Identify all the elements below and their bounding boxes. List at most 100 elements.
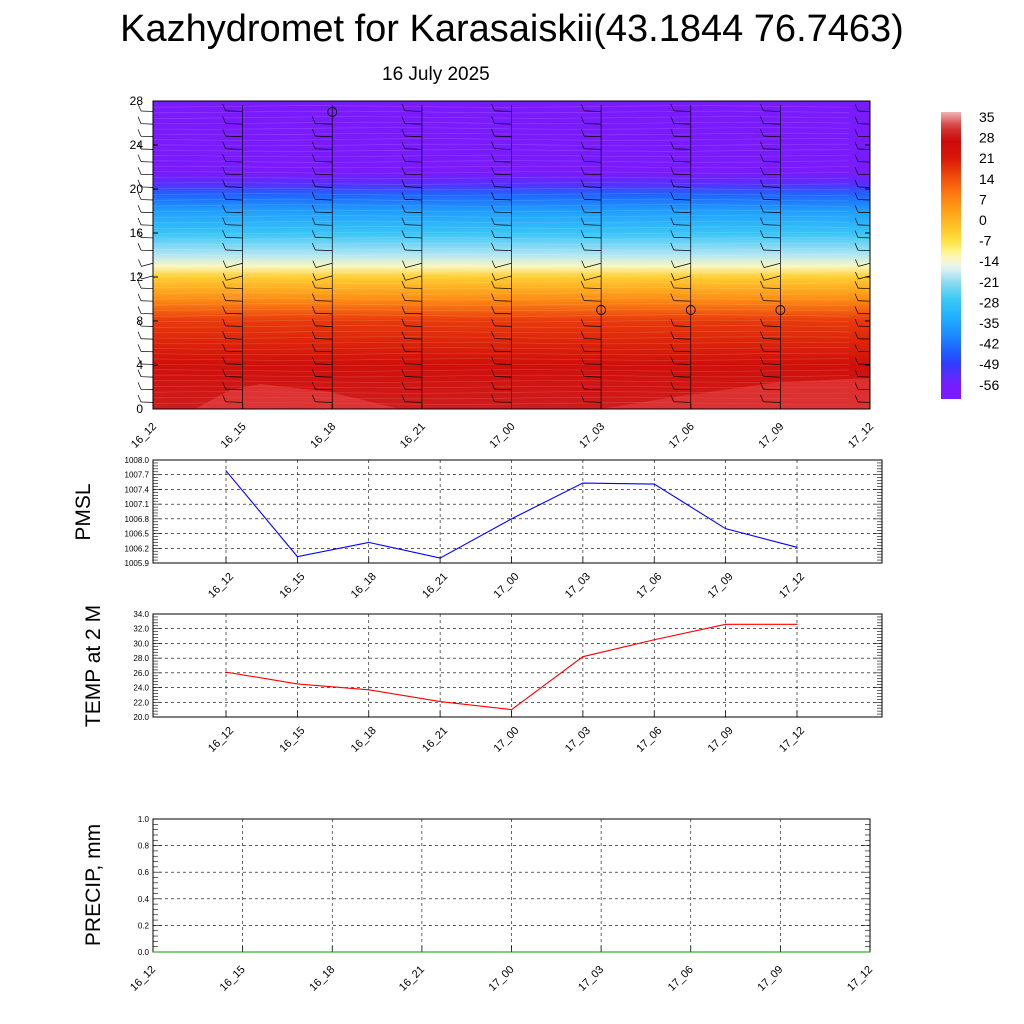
wind-barb-feather — [312, 260, 317, 268]
wind-barb — [225, 186, 243, 188]
data-point — [242, 951, 244, 953]
wind-barb-feather — [670, 293, 675, 301]
wind-barb — [494, 161, 512, 163]
wind-barbs — [137, 103, 871, 409]
wind-barb — [315, 287, 333, 289]
wind-barb — [584, 211, 602, 213]
wind-barb-feather — [137, 230, 142, 238]
wind-barb — [494, 401, 512, 403]
y-tick-label: 1006.5 — [125, 530, 150, 539]
wind-barb-feather — [854, 369, 859, 377]
wind-barb-feather — [311, 369, 316, 377]
wind-barb-feather — [580, 356, 585, 364]
data-point — [582, 656, 584, 658]
wind-barb — [404, 237, 422, 239]
x-tick-label: 17_00 — [488, 421, 518, 451]
wind-barb — [763, 148, 781, 150]
wind-barb-feather — [580, 344, 585, 352]
wind-barb-feather — [222, 230, 226, 238]
y-tick-label: 12 — [130, 270, 144, 284]
wind-barb-feather — [401, 116, 406, 124]
wind-barb — [404, 401, 422, 403]
wind-barb — [315, 363, 333, 365]
contour-line — [152, 154, 850, 158]
data-point — [421, 951, 423, 953]
wind-barb-feather — [311, 204, 316, 213]
wind-barb — [584, 110, 602, 112]
colorbar-label: 0 — [979, 212, 987, 228]
wind-barb-feather — [311, 217, 316, 225]
wind-barb — [673, 376, 691, 378]
wind-barb — [673, 237, 691, 239]
cross-section-panel: 0 4 8 12 16 20 24 28 16_12 16_15 16_18 16_21 17_00 17… — [129, 94, 876, 451]
contour-line — [152, 160, 850, 163]
wind-barb — [674, 275, 691, 281]
wind-barb — [494, 363, 512, 365]
wind-barb — [225, 173, 243, 176]
colorbar-label: -49 — [979, 356, 999, 372]
wind-barb-feather — [760, 273, 765, 281]
wind-barb-feather — [670, 230, 675, 238]
wind-barb-feather — [760, 331, 764, 339]
wind-barb — [584, 401, 602, 403]
wind-barb — [763, 123, 781, 125]
wind-barb — [315, 186, 333, 188]
wind-barb — [225, 110, 243, 112]
y-tick-label: 1006.2 — [125, 544, 150, 553]
x-tick-label: 17_03 — [563, 571, 593, 601]
wind-barb — [494, 173, 512, 176]
wind-barb-feather — [401, 369, 406, 377]
wind-barb-feather — [491, 103, 495, 111]
wind-barb-feather — [580, 129, 585, 137]
calm-circle — [775, 305, 786, 315]
contour-line — [152, 182, 850, 185]
wind-barb-feather — [760, 382, 764, 390]
x-tick-label: 16_18 — [308, 421, 338, 451]
wind-barb-feather — [580, 166, 585, 175]
wind-barb — [315, 148, 333, 150]
wind-barb — [494, 338, 512, 340]
wind-barb-feather — [581, 260, 586, 268]
y-tick-label: 0.4 — [138, 895, 150, 904]
x-tick-label: 16_12 — [206, 725, 236, 755]
wind-barb-feather — [311, 394, 316, 402]
wind-barb-feather — [580, 217, 585, 225]
wind-barb-feather — [401, 141, 406, 149]
wind-barb — [494, 148, 512, 150]
y-axis-title: TEMP at 2 M — [82, 605, 105, 727]
chart-subtitle: 16 July 2025 — [382, 64, 490, 85]
contour-line — [152, 341, 850, 345]
wind-barb — [763, 287, 781, 289]
wind-barb-feather — [491, 356, 495, 364]
wind-barb — [225, 135, 243, 138]
wind-barb — [763, 211, 781, 213]
y-tick-label: 1007.4 — [125, 485, 150, 494]
wind-barb — [404, 363, 422, 365]
wind-barb-feather — [580, 230, 585, 238]
wind-barb-feather — [222, 217, 226, 225]
wind-barb-feather — [491, 344, 495, 352]
wind-barb-feather — [491, 273, 496, 281]
wind-barb — [673, 186, 691, 188]
data-point — [653, 639, 655, 641]
wind-barb-feather — [401, 179, 406, 187]
wind-barb — [494, 376, 512, 378]
wind-barb-feather — [760, 129, 764, 137]
wind-barb — [225, 161, 243, 163]
x-tick-label: 17_06 — [666, 964, 696, 994]
wind-barb — [494, 135, 512, 138]
wind-barb-feather — [491, 192, 495, 200]
wind-barb — [225, 211, 243, 213]
data-point — [653, 483, 655, 485]
wind-barb — [225, 148, 243, 150]
wind-barb — [225, 237, 243, 239]
wind-barb-feather — [854, 331, 859, 339]
wind-barb-feather — [580, 318, 585, 327]
wind-barb-feather — [311, 116, 316, 124]
data-point — [368, 541, 370, 544]
wind-barb — [494, 275, 512, 281]
wind-barb — [494, 262, 512, 268]
wind-barb-feather — [401, 192, 406, 200]
wind-barb-feather — [760, 116, 764, 124]
